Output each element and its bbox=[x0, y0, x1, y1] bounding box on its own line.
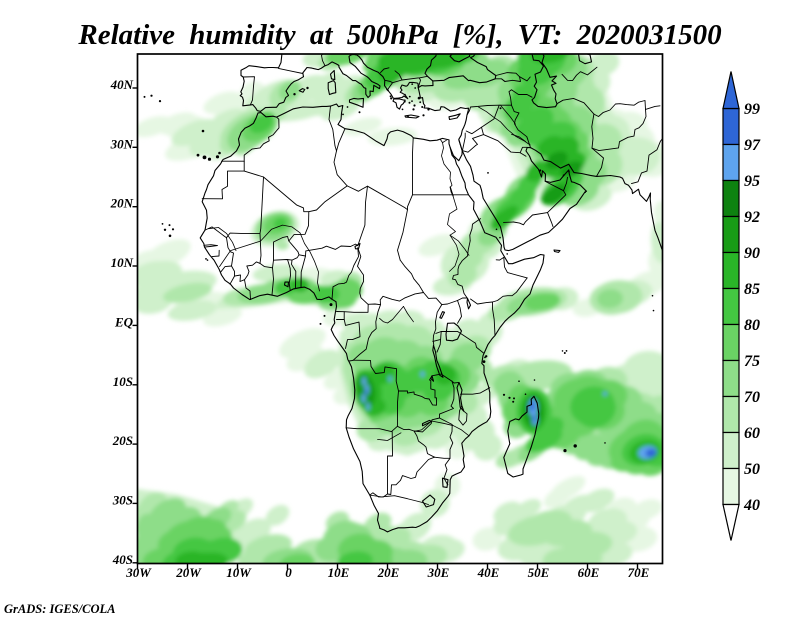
svg-text:92: 92 bbox=[744, 209, 760, 226]
svg-text:40S: 40S bbox=[112, 552, 133, 567]
svg-text:Relative humidity at 500hPa [%: Relative humidity at 500hPa [%], VT: 202… bbox=[77, 19, 721, 51]
svg-text:GrADS: IGES/COLA: GrADS: IGES/COLA bbox=[4, 602, 116, 616]
svg-text:40: 40 bbox=[743, 497, 760, 514]
svg-text:70E: 70E bbox=[628, 565, 650, 580]
svg-text:20S: 20S bbox=[112, 433, 133, 448]
svg-text:60E: 60E bbox=[578, 565, 600, 580]
svg-text:10E: 10E bbox=[328, 565, 350, 580]
svg-text:70: 70 bbox=[744, 389, 760, 406]
svg-text:20N: 20N bbox=[110, 196, 134, 211]
svg-text:85: 85 bbox=[744, 281, 760, 298]
svg-text:20E: 20E bbox=[377, 565, 400, 580]
svg-text:30S: 30S bbox=[112, 492, 133, 507]
svg-text:40N: 40N bbox=[110, 77, 134, 92]
svg-text:10S: 10S bbox=[113, 374, 133, 389]
svg-text:30E: 30E bbox=[427, 565, 450, 580]
svg-text:50: 50 bbox=[744, 461, 760, 478]
svg-text:0: 0 bbox=[285, 565, 292, 580]
svg-text:10N: 10N bbox=[111, 255, 134, 270]
svg-text:99: 99 bbox=[744, 101, 760, 118]
svg-text:EQ: EQ bbox=[114, 314, 134, 329]
svg-text:20W: 20W bbox=[175, 565, 202, 580]
svg-text:30W: 30W bbox=[125, 565, 152, 580]
svg-text:40E: 40E bbox=[477, 565, 500, 580]
svg-text:75: 75 bbox=[744, 353, 760, 370]
svg-text:95: 95 bbox=[744, 173, 760, 190]
svg-text:90: 90 bbox=[744, 245, 760, 262]
svg-text:30N: 30N bbox=[110, 136, 134, 151]
svg-text:50E: 50E bbox=[528, 565, 550, 580]
svg-text:80: 80 bbox=[744, 317, 760, 334]
svg-text:10W: 10W bbox=[226, 565, 252, 580]
svg-text:97: 97 bbox=[744, 137, 761, 154]
svg-text:60: 60 bbox=[744, 425, 760, 442]
